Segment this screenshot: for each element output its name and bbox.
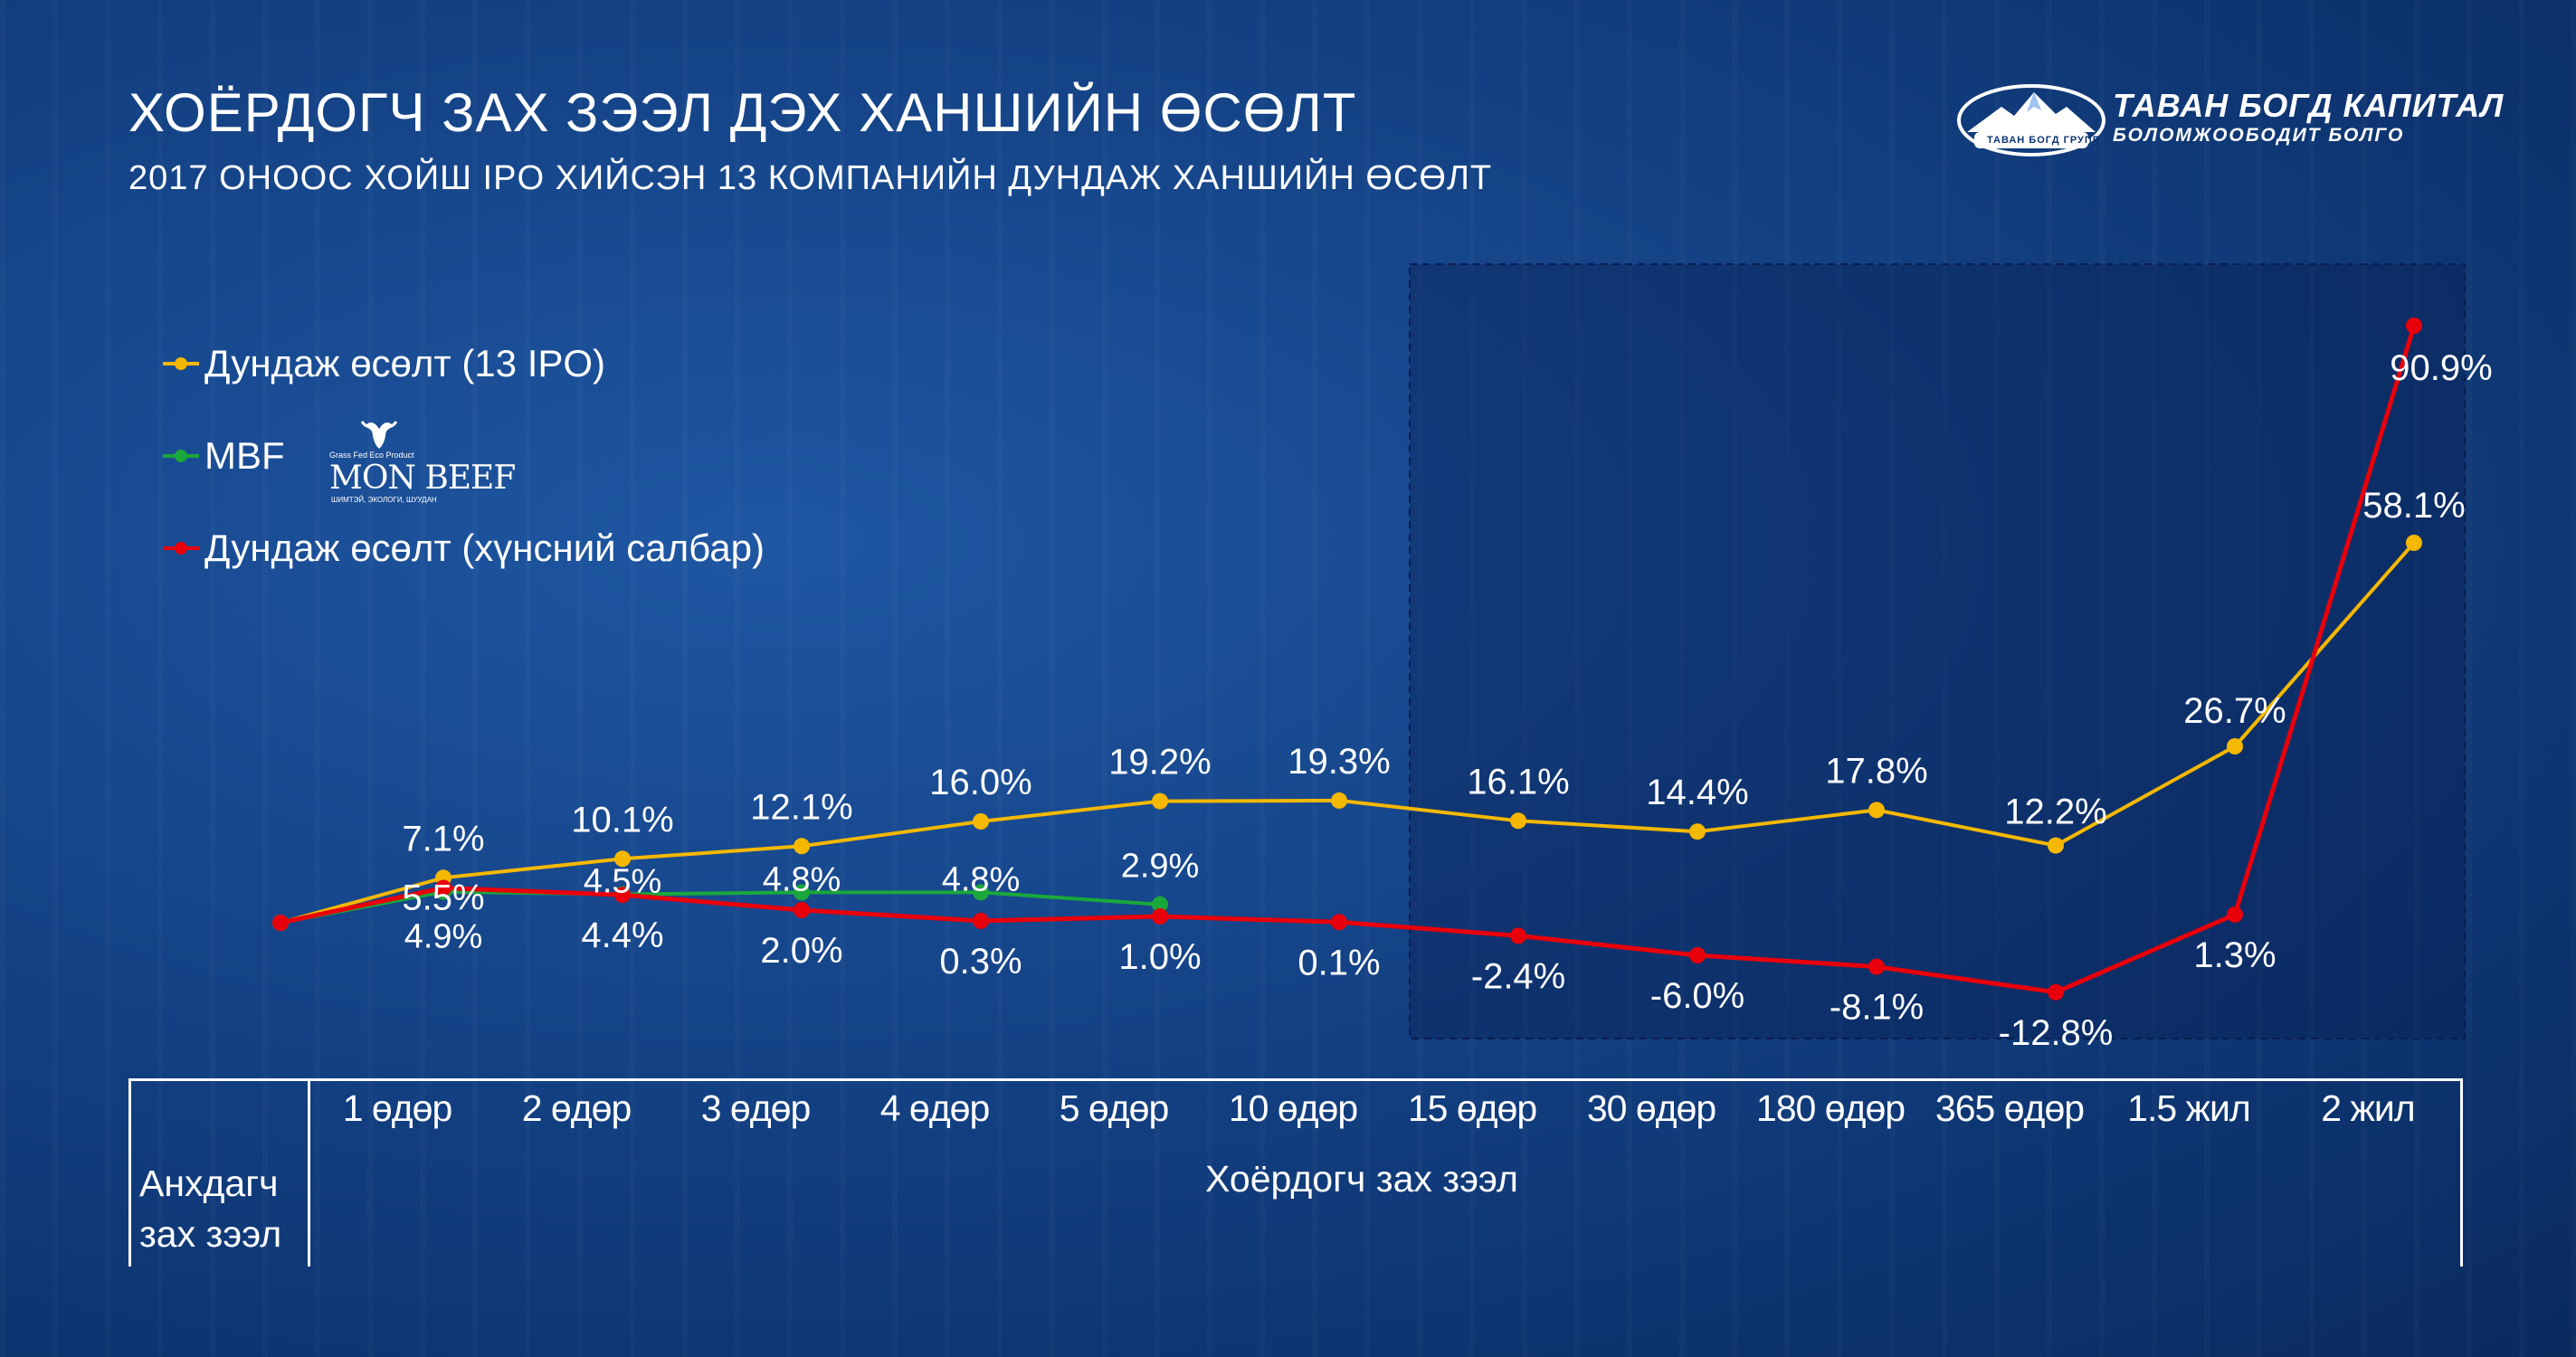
data-label-food-5: 1.0% [1118, 937, 1201, 977]
tick-label-period-8: 30 өдөр [1586, 1087, 1716, 1129]
data-label-food-10: -12.8% [1999, 1013, 2114, 1053]
data-label-food-3: 2.0% [760, 931, 842, 971]
axis-left-line [128, 1078, 131, 1267]
tick-label-period-6: 10 өдөр [1228, 1087, 1358, 1129]
data-point-average-12 [2406, 535, 2422, 551]
legend-label-average: Дундаж өсөлт (13 IPO) [204, 342, 606, 384]
tick-label-period-4: 4 өдөр [879, 1087, 991, 1129]
primary-market-label: Анхдагч зах зээл [139, 1158, 281, 1259]
logo-small-text: ТАВАН БОГД ГРУПП [1987, 135, 2101, 146]
data-point-food-8 [1689, 947, 1706, 963]
data-label-food-2: 4.4% [581, 916, 663, 955]
tick-label-period-2: 2 өдөр [521, 1087, 632, 1129]
chart-legend: Дундаж өсөлт (13 IPO) MBF Grass Fed Eco … [161, 326, 975, 597]
data-point-average-11 [2227, 738, 2243, 754]
data-point-mbf-3 [794, 884, 810, 901]
data-point-average-9 [1868, 802, 1885, 819]
data-point-food-10 [2048, 983, 2064, 1001]
data-point-food-2 [614, 887, 631, 904]
tick-label-period-3: 3 өдөр [700, 1087, 812, 1129]
tick-label-period-7: 15 өдөр [1407, 1087, 1537, 1129]
data-label-average-6: 19.3% [1288, 742, 1390, 782]
data-label-food-6: 0.1% [1298, 943, 1380, 982]
data-point-average-3 [794, 838, 810, 855]
tick-label-period-1: 1 өдөр [342, 1087, 453, 1129]
data-point-food-3 [794, 902, 810, 918]
data-label-food-11: 1.3% [2193, 935, 2276, 975]
data-point-food-12 [2406, 318, 2422, 334]
page-title: ХОЁРДОГЧ ЗАХ ЗЭЭЛ ДЭХ ХАНШИЙН ӨСӨЛТ [128, 82, 1357, 143]
monbeef-sub-text: ШИМТЭЙ, ЭКОЛОГИ, ШУУДАН [331, 496, 437, 504]
primary-market-label-line1: Анхдагч [139, 1162, 279, 1204]
data-label-mbf-4: 4.8% [942, 860, 1021, 898]
axis-group-divider [308, 1078, 310, 1267]
page-subtitle: 2017 ОНООС ХОЙШ IPO ХИЙСЭН 13 КОМПАНИЙН … [128, 159, 1493, 197]
data-point-mbf-4 [973, 884, 989, 901]
tick-label-period-12: 2 жил [2321, 1087, 2415, 1129]
data-point-average-7 [1510, 812, 1526, 830]
legend-swatch-average [163, 357, 199, 370]
data-point-food-11 [2227, 906, 2243, 923]
data-label-average-11: 26.7% [2183, 691, 2286, 731]
axis-right-line [2460, 1078, 2463, 1267]
primary-market-label-line2: зах зээл [139, 1213, 282, 1255]
data-point-food-7 [1510, 927, 1526, 944]
data-label-average-3: 12.1% [750, 787, 852, 827]
tick-label-period-9: 180 өдөр [1755, 1087, 1906, 1129]
legend-swatch-mbf [163, 450, 199, 462]
highlight-region [1409, 263, 2466, 1039]
logo-tagline: БОЛОМЖООБОДИТ БОЛГО [2113, 125, 2405, 146]
data-point-average-5 [1152, 792, 1168, 810]
legend-label-food: Дундаж өсөлт (хүнсний салбар) [204, 527, 765, 569]
monbeef-name: MON BEEF [329, 460, 516, 497]
data-label-average-2: 10.1% [571, 800, 673, 840]
monbeef-logo: Grass Fed Eco Product MON BEEF ШИМТЭЙ, Э… [329, 418, 516, 508]
tick-label-period-5: 5 өдөр [1059, 1087, 1170, 1129]
tick-label-period-11: 1.5 жил [2127, 1087, 2251, 1129]
data-label-average-12: 58.1% [2362, 486, 2465, 526]
legend-label-mbf: MBF [204, 434, 285, 477]
data-point-average-6 [1331, 792, 1347, 809]
data-label-mbf-3: 4.8% [763, 860, 841, 898]
data-label-mbf-2: 4.5% [584, 863, 662, 901]
data-label-average-7: 16.1% [1467, 762, 1569, 802]
series-line-mbf [280, 889, 1161, 925]
data-label-average-9: 17.8% [1825, 751, 1927, 791]
data-point-food-0 [272, 915, 289, 931]
data-point-food-5 [1152, 908, 1168, 925]
data-label-food-4: 0.3% [939, 942, 1022, 982]
data-point-average-10 [2048, 837, 2064, 854]
cow-head-icon [360, 421, 398, 449]
tick-label-period-10: 365 өдөр [1934, 1087, 2085, 1129]
data-label-food-7: -2.4% [1471, 956, 1566, 996]
data-label-average-10: 12.2% [2004, 792, 2106, 832]
data-label-food-1: 5.5% [402, 878, 484, 918]
data-point-food-6 [1331, 914, 1347, 931]
data-label-mbf-5: 2.9% [1121, 848, 1200, 886]
data-label-average-1: 7.1% [402, 819, 484, 859]
data-label-average-5: 19.2% [1108, 743, 1211, 783]
mountain-logo-icon [1957, 84, 2105, 157]
secondary-market-label: Хоёрдогч зах зээл [1205, 1158, 1518, 1200]
data-point-food-4 [973, 912, 989, 929]
data-point-average-8 [1689, 823, 1706, 840]
tavan-bogd-logo: ТАВАН БОГД ГРУПП ТАВАН БОГД КАПИТАЛ БОЛО… [1954, 80, 2503, 161]
logo-name: ТАВАН БОГД КАПИТАЛ [2113, 87, 2505, 124]
data-point-food-1 [435, 879, 452, 897]
axis-top-line [128, 1078, 2463, 1081]
data-label-food-9: -8.1% [1830, 988, 1925, 1028]
data-label-average-8: 14.4% [1646, 773, 1748, 812]
data-point-food-9 [1868, 958, 1885, 975]
data-point-average-2 [614, 850, 631, 868]
data-label-average-4: 16.0% [929, 763, 1031, 802]
data-point-average-4 [973, 813, 989, 830]
monbeef-top-text: Grass Fed Eco Product [329, 451, 414, 460]
data-label-food-8: -6.0% [1650, 976, 1745, 1016]
legend-swatch-food [163, 542, 199, 555]
data-label-mbf-1: 4.9% [404, 918, 483, 956]
data-label-food-12: 90.9% [2390, 348, 2492, 388]
category-axis-table: 1 өдөр 2 өдөр 3 өдөр 4 өдөр 5 өдөр 10 өдөр 15 … [128, 1078, 2463, 1267]
data-point-mbf-5 [1152, 896, 1168, 913]
